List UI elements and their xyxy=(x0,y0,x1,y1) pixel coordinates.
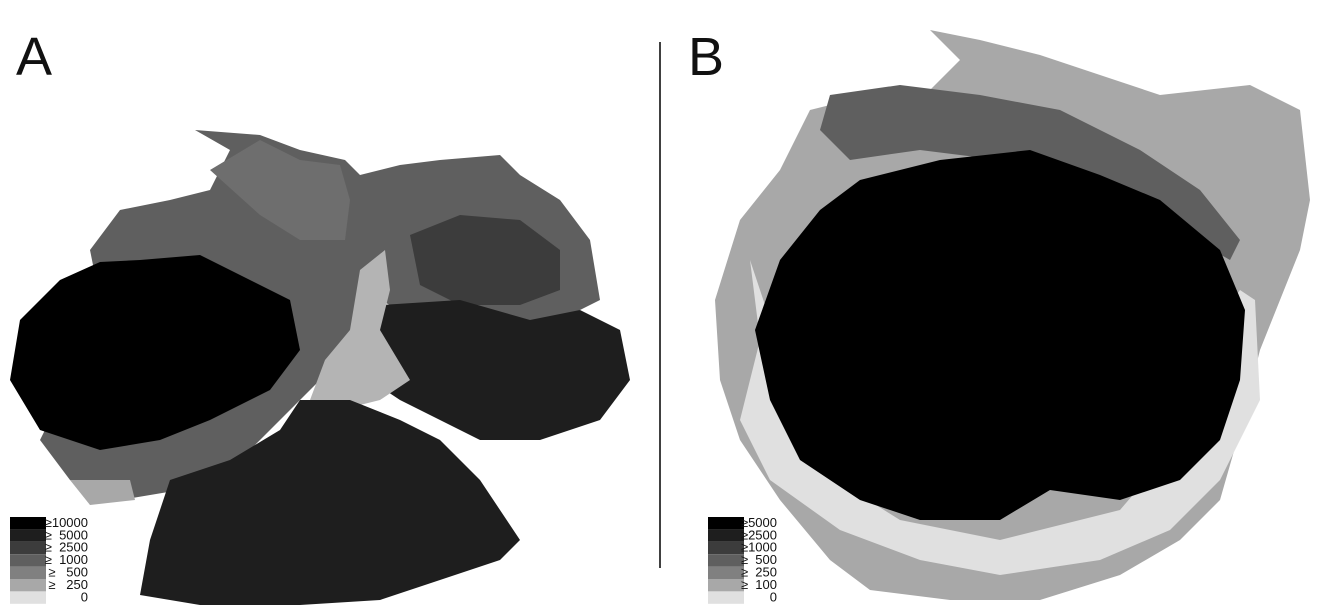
legend-swatch xyxy=(10,567,46,579)
map-b xyxy=(715,30,1310,600)
legend-swatch xyxy=(708,579,744,591)
legend-swatch xyxy=(10,591,46,603)
legend-swatch xyxy=(10,554,46,566)
legend-swatch xyxy=(708,567,744,579)
legend-swatch xyxy=(10,529,46,541)
legend-swatch xyxy=(10,579,46,591)
legend-swatch xyxy=(708,529,744,541)
region-saar xyxy=(70,480,135,505)
legend-swatch xyxy=(708,554,744,566)
map-a xyxy=(10,130,630,605)
legend-label: 0 xyxy=(770,589,777,604)
legend-label: 0 xyxy=(81,589,88,604)
legend-swatch xyxy=(10,517,46,529)
legend-swatch xyxy=(708,542,744,554)
panel-label: A xyxy=(16,27,52,87)
figure: A≥10000≥ 5000≥ 2500≥ 1000≥ 500≥ 2500B≥50… xyxy=(0,0,1338,609)
panel-label: B xyxy=(688,27,724,87)
legend-swatch xyxy=(708,591,744,603)
legend-swatch xyxy=(708,517,744,529)
legend-swatch xyxy=(10,542,46,554)
